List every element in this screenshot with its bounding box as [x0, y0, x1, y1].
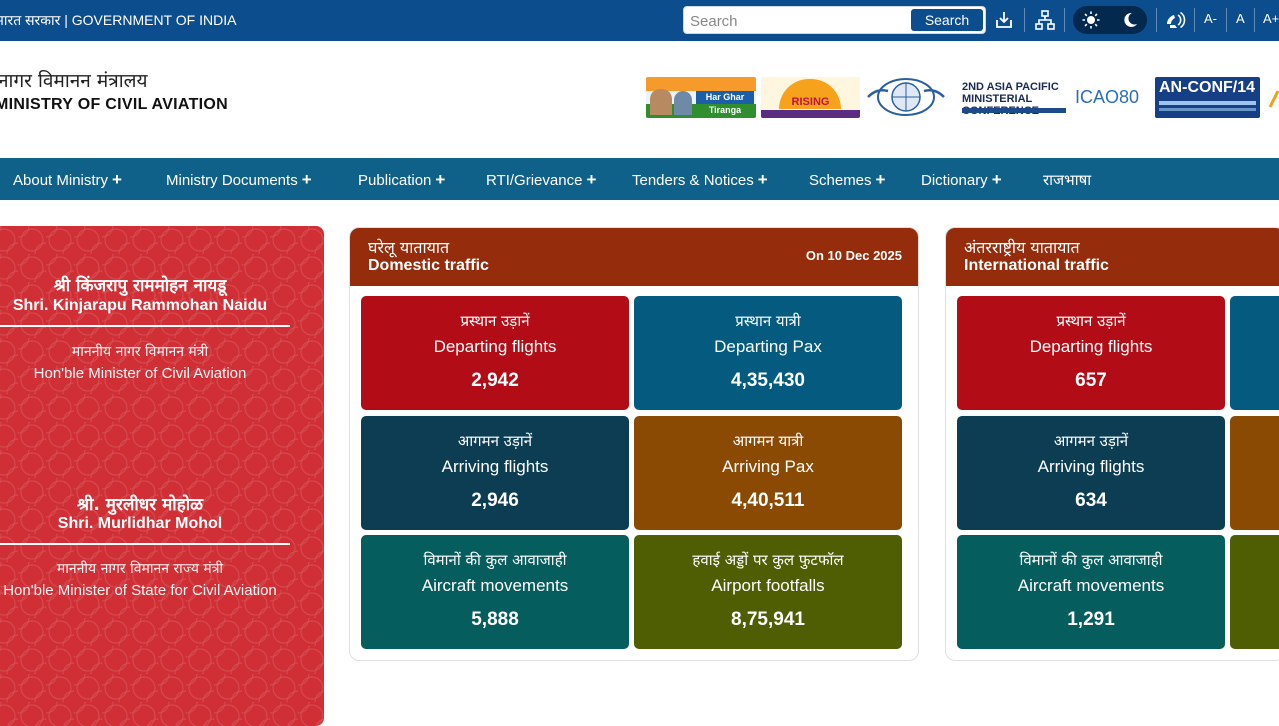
- toolbar-divider: [1254, 8, 1255, 32]
- har-ghar-tiranga-logo[interactable]: Har Ghar Tiranga: [646, 77, 756, 118]
- international-title-english: International traffic: [964, 257, 1109, 274]
- minister-name-english[interactable]: Shri. Murlidhar Mohol: [57, 515, 223, 532]
- nav-item-rti-grievance[interactable]: RTI/Grievance +: [486, 170, 597, 189]
- divider: [0, 543, 290, 545]
- plus-icon: +: [991, 170, 1002, 189]
- arriving-pax-tile[interactable]: [1230, 416, 1279, 530]
- arriving-flights-tile[interactable]: आगमन उड़ानें Arriving flights 634: [957, 416, 1225, 530]
- ministers-panel: श्री किंजरापु राममोहन नायडू Shri. Kinjar…: [0, 226, 324, 726]
- tile-value: 634: [1075, 490, 1107, 511]
- icao80-logo[interactable]: ICAO80: [1075, 87, 1139, 107]
- screen-reader-icon[interactable]: [1163, 8, 1187, 32]
- domestic-title-english: Domestic traffic: [368, 257, 489, 274]
- domestic-traffic-panel: घरेलू यातायात Domestic traffic On 10 Dec…: [349, 227, 919, 661]
- toolbar-divider: [1156, 8, 1157, 32]
- nav-item-publication[interactable]: Publication +: [358, 170, 446, 189]
- nav-item-ministry-documents[interactable]: Ministry Documents +: [166, 170, 312, 189]
- airport-footfalls-tile[interactable]: हवाई अड्डों पर कुल फुटफॉल Airport footfa…: [634, 535, 902, 649]
- tile-value: 657: [1075, 370, 1107, 391]
- plus-icon: +: [435, 170, 446, 189]
- divider: [0, 325, 290, 327]
- tile-value: 1,291: [1067, 609, 1115, 630]
- nav-item-dictionary[interactable]: Dictionary +: [921, 170, 1002, 189]
- minister-name-english[interactable]: Shri. Kinjarapu Rammohan Naidu: [12, 297, 268, 314]
- plus-icon: +: [586, 170, 597, 189]
- tile-value: 8,75,941: [731, 609, 805, 630]
- tile-value: 4,35,430: [731, 370, 805, 391]
- departing-pax-tile[interactable]: [1230, 296, 1279, 410]
- plus-icon: +: [301, 170, 312, 189]
- tile-value: 2,942: [471, 370, 519, 391]
- decorative-pattern: [0, 226, 324, 726]
- government-label: भारत सरकार | GOVERNMENT OF INDIA: [0, 12, 237, 28]
- departing-pax-tile[interactable]: प्रस्थान यात्री Departing Pax 4,35,430: [634, 296, 902, 410]
- top-bar: भारत सरकार | GOVERNMENT OF INDIA Search …: [0, 0, 1279, 41]
- tile-value: 5,888: [471, 609, 519, 630]
- arriving-pax-tile[interactable]: आगमन यात्री Arriving Pax 4,40,511: [634, 416, 902, 530]
- traffic-date: On 10 Dec 2025: [805, 248, 902, 263]
- aircraft-movements-tile[interactable]: विमानों की कुल आवाजाही Aircraft movement…: [957, 535, 1225, 649]
- minister-role-english: Hon'ble Minister of Civil Aviation: [33, 365, 247, 382]
- an-conf-logo[interactable]: AN-CONF/14: [1155, 77, 1260, 118]
- ministry-title-hindi[interactable]: नागर विमानन मंत्रालय: [0, 70, 148, 92]
- arriving-flights-tile[interactable]: आगमन उड़ानें Arriving flights 2,946: [361, 416, 629, 530]
- airport-footfalls-tile[interactable]: [1230, 535, 1279, 649]
- minister-role-hindi: माननीय नागर विमानन मंत्री: [71, 344, 209, 360]
- international-traffic-panel: अंतरराष्ट्रीय यातायात International traf…: [945, 227, 1279, 661]
- download-icon[interactable]: [992, 8, 1016, 32]
- font-increase-button[interactable]: A+: [1263, 11, 1279, 26]
- departing-flights-tile[interactable]: प्रस्थान उड़ानें Departing flights 657: [957, 296, 1225, 410]
- minister-name-hindi[interactable]: श्री किंजरापु राममोहन नायडू: [53, 276, 227, 296]
- toolbar-divider: [1194, 8, 1195, 32]
- tile-value: 2,946: [471, 490, 519, 511]
- search-button[interactable]: Search: [911, 9, 983, 31]
- moon-icon[interactable]: [1115, 8, 1143, 32]
- search-box: Search: [683, 6, 986, 34]
- nav-item-rajbhasha[interactable]: राजभाषा: [1043, 172, 1092, 189]
- search-input[interactable]: [690, 11, 905, 31]
- minister-name-hindi[interactable]: श्री. मुरलीधर मोहोळ: [76, 495, 204, 515]
- toolbar-divider: [1024, 8, 1025, 32]
- ministry-title-english[interactable]: MINISTRY OF CIVIL AVIATION: [0, 96, 228, 113]
- rising-northeast-logo[interactable]: RISING NORTHEAST: [761, 77, 860, 118]
- icao-emblem-logo[interactable]: [863, 77, 949, 118]
- nav-item-about-ministry[interactable]: About Ministry +: [13, 170, 122, 189]
- nav-item-tenders-notices[interactable]: Tenders & Notices +: [632, 170, 768, 189]
- international-traffic-header: अंतरराष्ट्रीय यातायात International traf…: [946, 228, 1279, 286]
- toolbar-divider: [1226, 8, 1227, 32]
- departing-flights-tile[interactable]: प्रस्थान उड़ानें Departing flights 2,942: [361, 296, 629, 410]
- theme-toggle[interactable]: [1073, 6, 1147, 34]
- aircraft-movements-tile[interactable]: विमानों की कुल आवाजाही Aircraft movement…: [361, 535, 629, 649]
- font-normal-button[interactable]: A: [1236, 11, 1245, 26]
- font-decrease-button[interactable]: A-: [1204, 11, 1217, 26]
- international-title-hindi: अंतरराष्ट्रीय यातायात: [964, 238, 1080, 257]
- asia-pacific-conference-logo[interactable]: 2ND ASIA PACIFIC MINISTERIAL CONFERENCE: [962, 77, 1066, 118]
- main-nav: About Ministry + Ministry Documents + Publ…: [0, 158, 1279, 200]
- plus-icon: +: [875, 170, 886, 189]
- sitemap-icon[interactable]: [1033, 8, 1057, 32]
- sun-icon[interactable]: [1077, 8, 1105, 32]
- minister-role-hindi: माननीय नागर विमानन राज्य मंत्री: [56, 561, 224, 577]
- tile-value: 4,40,511: [731, 490, 805, 511]
- plus-icon: +: [757, 170, 768, 189]
- minister-role-english: Hon'ble Minister of State for Civil Avia…: [3, 582, 277, 599]
- domestic-title-hindi: घरेलू यातायात: [368, 238, 450, 257]
- toolbar-divider: [1064, 8, 1065, 32]
- plus-icon: +: [112, 170, 122, 189]
- partial-logo: [1266, 77, 1279, 118]
- nav-item-schemes[interactable]: Schemes +: [809, 170, 886, 189]
- site-header: नागर विमानन मंत्रालय MINISTRY OF CIVIL A…: [0, 41, 1279, 158]
- domestic-traffic-header: घरेलू यातायात Domestic traffic On 10 Dec…: [350, 228, 918, 286]
